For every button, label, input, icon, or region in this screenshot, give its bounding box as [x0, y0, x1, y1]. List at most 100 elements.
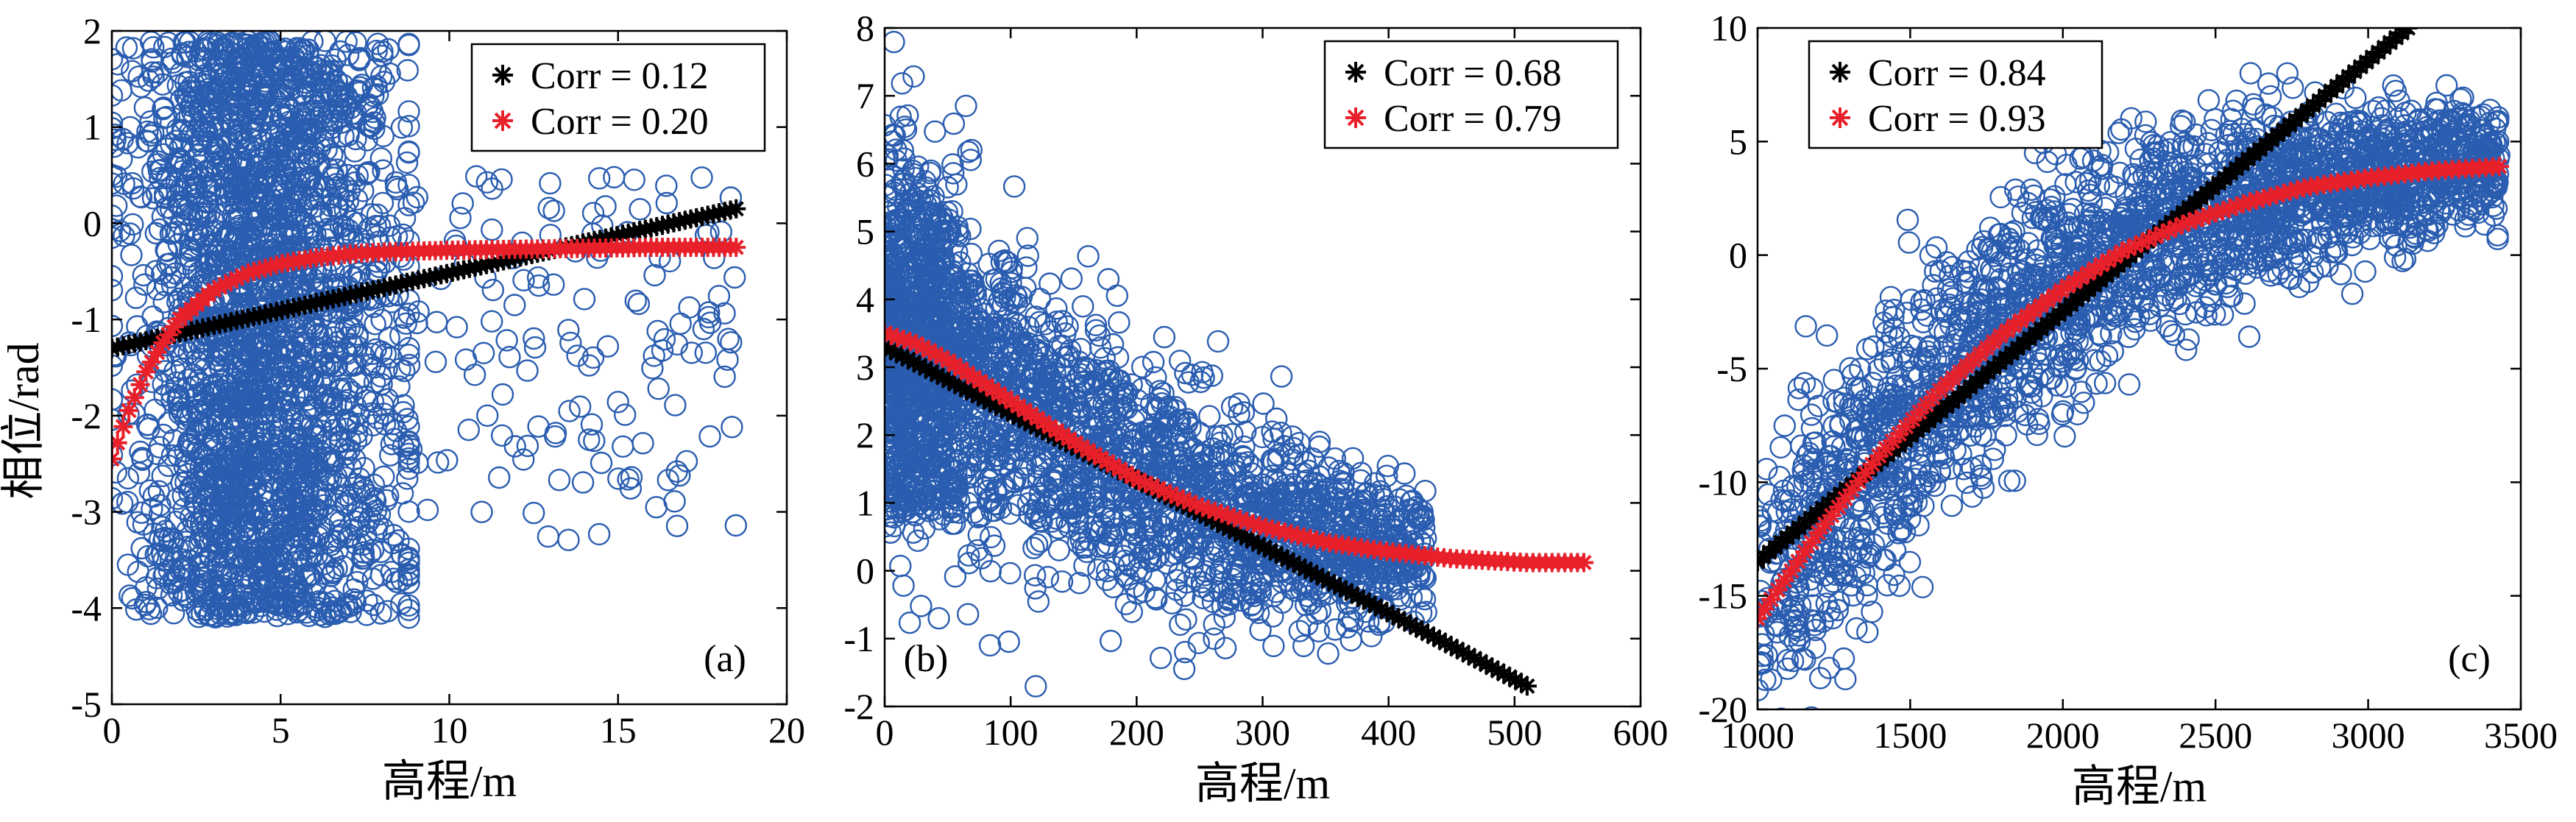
scatter-point: [112, 205, 124, 227]
scatter-point: [588, 167, 611, 190]
scatter-point: [193, 119, 216, 142]
scatter-point: [1027, 464, 1050, 488]
scatter-point: [1354, 483, 1377, 506]
fit-linear-marker: [726, 199, 746, 219]
scatter-point: [241, 397, 264, 419]
scatter-point: [892, 574, 915, 597]
scatter-point: [177, 79, 199, 103]
scatter-point: [336, 342, 358, 365]
scatter-point: [280, 235, 303, 258]
scatter-point: [283, 203, 306, 226]
scatter-point: [266, 413, 289, 436]
scatter-point: [112, 48, 124, 71]
scatter-point: [153, 384, 176, 407]
scatter-point: [1105, 284, 1129, 307]
scatter-point: [481, 218, 503, 241]
scatter-point: [315, 429, 339, 452]
scatter-point: [150, 262, 174, 286]
scatter-point: [314, 405, 336, 428]
scatter-point: [379, 444, 402, 467]
scatter-point: [1047, 539, 1071, 561]
scatter-point: [227, 175, 250, 198]
scatter-point: [367, 407, 389, 430]
scatter-point: [266, 449, 290, 472]
scatter-point: [199, 484, 222, 507]
scatter-point: [207, 598, 230, 620]
scatter-point: [375, 358, 398, 380]
scatter-point: [1220, 395, 1244, 419]
scatter-point: [991, 473, 1014, 496]
scatter-point: [349, 76, 372, 99]
scatter-point: [495, 329, 518, 352]
scatter-point: [655, 191, 678, 215]
scatter-point: [569, 395, 592, 418]
scatter-point: [1001, 429, 1024, 452]
scatter-point: [397, 598, 420, 621]
scatter-point: [472, 341, 495, 364]
scatter-point: [397, 434, 420, 457]
scatter-point: [396, 59, 419, 82]
scatter-point: [180, 203, 203, 226]
scatter-point: [612, 435, 634, 458]
scatter-point: [1241, 593, 1264, 616]
scatter-point: [186, 144, 210, 167]
scatter-point: [665, 514, 689, 537]
scatter-point: [580, 413, 604, 436]
scatter-point: [294, 212, 317, 235]
scatter-point: [180, 238, 203, 261]
scatter-point: [218, 381, 241, 404]
scatter-point: [960, 242, 983, 266]
scatter-point: [124, 598, 148, 621]
scatter-point: [559, 331, 582, 355]
scatter-point: [233, 349, 255, 372]
scatter-point: [266, 142, 289, 165]
scatter-point: [112, 163, 124, 187]
scatter-point: [668, 464, 691, 487]
scatter-point: [997, 304, 1020, 327]
scatter-point: [1095, 568, 1118, 592]
scatter-point: [393, 306, 416, 329]
scatter-point: [364, 215, 387, 238]
scatter-point: [620, 466, 643, 489]
scatter-point: [171, 132, 194, 155]
x-tick-label: 20: [768, 709, 805, 751]
scatter-point: [1126, 389, 1149, 411]
scatter-point: [344, 127, 367, 151]
scatter-point: [390, 542, 413, 566]
scatter-point: [329, 379, 352, 402]
scatter-point: [573, 288, 596, 311]
scatter-point: [208, 486, 232, 509]
scatter-point: [130, 501, 153, 524]
scatter-point: [481, 310, 503, 333]
scatter-point: [286, 61, 308, 84]
scatter-point: [209, 602, 232, 626]
scatter-point: [277, 578, 300, 600]
scatter-point: [311, 130, 334, 152]
scatter-point: [176, 403, 199, 426]
scatter-point: [269, 118, 292, 142]
scatter-point: [112, 444, 124, 467]
scatter-point: [313, 101, 336, 124]
scatter-point: [155, 166, 178, 188]
scatter-point: [449, 207, 472, 230]
scatter-point: [1164, 542, 1188, 565]
scatter-point: [1144, 548, 1167, 570]
scatter-point: [981, 467, 1004, 491]
scatter-point: [1317, 642, 1340, 665]
scatter-point: [165, 376, 188, 399]
scatter-point: [202, 32, 224, 55]
scatter-point: [558, 400, 581, 422]
panel-label-a: (a): [704, 638, 746, 680]
scatter-point: [238, 527, 261, 550]
scatter-point: [1292, 634, 1315, 657]
scatter-point: [222, 178, 246, 201]
scatter-point: [255, 526, 277, 550]
scatter-point: [335, 492, 358, 515]
scatter-point: [169, 88, 193, 111]
scatter-point: [999, 561, 1022, 585]
scatter-point: [629, 198, 651, 221]
scatter-point: [397, 336, 420, 360]
scatter-point: [1072, 295, 1094, 318]
scatter-point: [277, 196, 300, 219]
